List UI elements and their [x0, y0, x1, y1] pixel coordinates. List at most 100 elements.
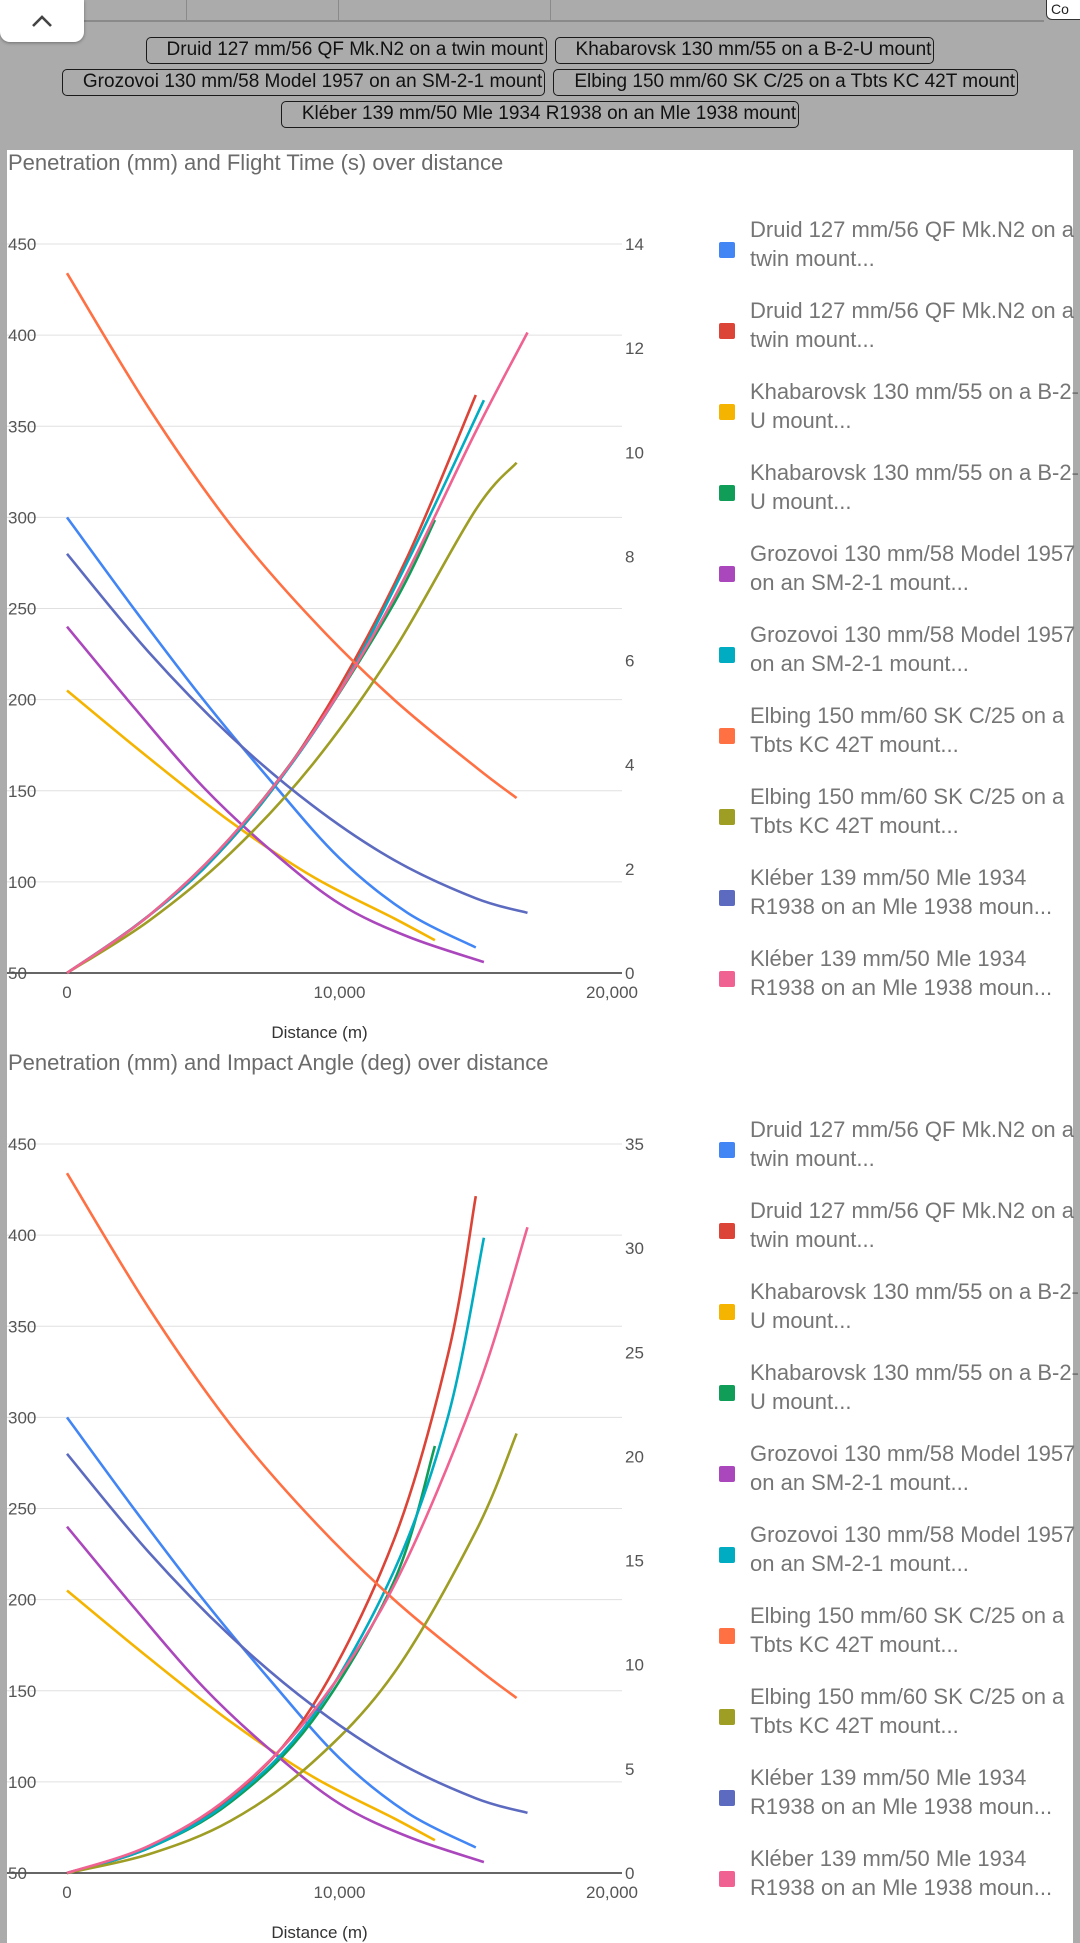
legend-swatch	[719, 566, 735, 582]
gun-chip[interactable]: Kléber 139 mm/50 Mle 1934 R1938 on an Ml…	[280, 101, 800, 128]
series-line	[66, 331, 529, 975]
y-tick-label-left: 250	[8, 600, 36, 619]
legend-item[interactable]: Khabarovsk 130 mm/55 on a B-2-U mount...	[719, 458, 1079, 539]
y-tick-label-right: 10	[625, 1656, 644, 1675]
gun-chip[interactable]: Elbing 150 mm/60 SK C/25 on a Tbts KC 42…	[553, 69, 1019, 96]
y-tick-label-right: 0	[625, 1864, 634, 1883]
y-tick-label-left: 100	[8, 1773, 36, 1792]
y-tick-label-left: 450	[8, 1135, 36, 1154]
legend-label: Kléber 139 mm/50 Mle 1934 R1938 on an Ml…	[750, 1846, 1053, 1900]
legend-label: Kléber 139 mm/50 Mle 1934 R1938 on an Ml…	[750, 946, 1053, 1000]
legend-item[interactable]: Kléber 139 mm/50 Mle 1934 R1938 on an Ml…	[719, 863, 1079, 944]
tab-separator	[186, 0, 187, 20]
legend-swatch	[719, 242, 735, 258]
tab-separator	[550, 0, 551, 20]
y-tick-label-left: 100	[8, 873, 36, 892]
series-line	[66, 689, 436, 942]
x-tick-label: 10,000	[314, 1883, 366, 1902]
legend-item[interactable]: Kléber 139 mm/50 Mle 1934 R1938 on an Ml…	[719, 1763, 1079, 1844]
legend-item[interactable]: Druid 127 mm/56 QF Mk.N2 on a twin mount…	[719, 1115, 1079, 1196]
legend-item[interactable]: Grozovoi 130 mm/58 Model 1957 on an SM-2…	[719, 620, 1079, 701]
collapse-button[interactable]	[0, 0, 84, 42]
top-right-button[interactable]: Co	[1046, 0, 1080, 20]
legend-swatch	[719, 404, 735, 420]
legend-swatch	[719, 1304, 735, 1320]
top-bar: Co	[0, 0, 1080, 42]
y-tick-label-right: 12	[625, 339, 644, 358]
y-tick-label-left: 150	[8, 782, 36, 801]
legend-swatch	[719, 1385, 735, 1401]
y-tick-label-right: 5	[625, 1760, 634, 1779]
y-tick-label-left: 250	[8, 1500, 36, 1519]
y-tick-label-left: 450	[8, 235, 36, 254]
chevron-up-icon	[32, 15, 52, 27]
gun-chip[interactable]: Khabarovsk 130 mm/55 on a B-2-U mount	[554, 37, 935, 64]
series-line	[66, 1589, 436, 1842]
y-tick-label-left: 300	[8, 508, 36, 527]
y-tick-label-left: 350	[8, 417, 36, 436]
y-tick-label-left: 350	[8, 1317, 36, 1336]
legend-swatch	[719, 890, 735, 906]
legend-item[interactable]: Kléber 139 mm/50 Mle 1934 R1938 on an Ml…	[719, 944, 1079, 1025]
legend-swatch	[719, 485, 735, 501]
legend-label: Druid 127 mm/56 QF Mk.N2 on a twin mount…	[750, 1198, 1075, 1252]
legend-item[interactable]: Grozovoi 130 mm/58 Model 1957 on an SM-2…	[719, 1439, 1079, 1520]
legend-label: Elbing 150 mm/60 SK C/25 on a Tbts KC 42…	[750, 1684, 1065, 1738]
series-line	[65, 1172, 518, 1700]
series-line	[66, 394, 477, 975]
series-line	[65, 552, 528, 915]
legend-label: Khabarovsk 130 mm/55 on a B-2-U mount...	[750, 460, 1079, 514]
x-tick-label: 0	[62, 1883, 71, 1902]
chart-title: Penetration (mm) and Impact Angle (deg) …	[8, 1050, 549, 1075]
chip-row: Grozovoi 130 mm/58 Model 1957 on an SM-2…	[0, 69, 1080, 96]
legend-label: Khabarovsk 130 mm/55 on a B-2-U mount...	[750, 1279, 1079, 1333]
tab-separator	[338, 0, 339, 20]
series-line	[66, 625, 485, 964]
legend-swatch	[719, 1223, 735, 1239]
gun-chip[interactable]: Grozovoi 130 mm/58 Model 1957 on an SM-2…	[61, 69, 546, 96]
series-line	[65, 1452, 528, 1815]
legend-item[interactable]: Khabarovsk 130 mm/55 on a B-2-U mount...	[719, 1358, 1079, 1439]
gun-chip[interactable]: Druid 127 mm/56 QF Mk.N2 on a twin mount	[145, 37, 547, 64]
legend-item[interactable]: Elbing 150 mm/60 SK C/25 on a Tbts KC 42…	[719, 782, 1079, 863]
legend-swatch	[719, 971, 735, 987]
x-tick-label: 0	[62, 983, 71, 1002]
legend-label: Grozovoi 130 mm/58 Model 1957 on an SM-2…	[750, 1522, 1076, 1576]
chart-panel: 50 100 150 200 250 300 350 400 450 0 2 4 6 8 10 12 14 0 10…	[7, 150, 1079, 1943]
chip-row: Druid 127 mm/56 QF Mk.N2 on a twin mount…	[0, 37, 1080, 64]
legend-item[interactable]: Elbing 150 mm/60 SK C/25 on a Tbts KC 42…	[719, 701, 1079, 782]
tab-strip	[84, 0, 1044, 22]
legend-item[interactable]: Grozovoi 130 mm/58 Model 1957 on an SM-2…	[719, 539, 1079, 620]
series-line	[66, 1432, 518, 1875]
y-tick-label-left: 50	[8, 964, 27, 983]
legend-item[interactable]: Khabarovsk 130 mm/55 on a B-2-U mount...	[719, 1277, 1079, 1358]
y-tick-label-right: 6	[625, 652, 634, 671]
legend-label: Grozovoi 130 mm/58 Model 1957 on an SM-2…	[750, 541, 1076, 595]
y-tick-label-right: 20	[625, 1447, 644, 1466]
series-line	[66, 519, 437, 975]
legend-item[interactable]: Druid 127 mm/56 QF Mk.N2 on a twin mount…	[719, 215, 1079, 296]
series-line	[66, 1226, 529, 1875]
legend-item[interactable]: Druid 127 mm/56 QF Mk.N2 on a twin mount…	[719, 1196, 1079, 1277]
y-tick-label-left: 150	[8, 1682, 36, 1701]
y-tick-label-left: 400	[8, 1226, 36, 1245]
legend-label: Grozovoi 130 mm/58 Model 1957 on an SM-2…	[750, 1441, 1076, 1495]
series-line	[65, 272, 518, 800]
legend-item[interactable]: Khabarovsk 130 mm/55 on a B-2-U mount...	[719, 377, 1079, 458]
y-tick-label-left: 50	[8, 1864, 27, 1883]
legend-label: Elbing 150 mm/60 SK C/25 on a Tbts KC 42…	[750, 703, 1065, 757]
legend-item[interactable]: Elbing 150 mm/60 SK C/25 on a Tbts KC 42…	[719, 1682, 1079, 1763]
y-tick-label-left: 300	[8, 1408, 36, 1427]
legend-label: Khabarovsk 130 mm/55 on a B-2-U mount...	[750, 1360, 1079, 1414]
legend-item[interactable]: Elbing 150 mm/60 SK C/25 on a Tbts KC 42…	[719, 1601, 1079, 1682]
legend-label: Khabarovsk 130 mm/55 on a B-2-U mount...	[750, 379, 1079, 433]
legend-item[interactable]: Kléber 139 mm/50 Mle 1934 R1938 on an Ml…	[719, 1844, 1079, 1925]
x-tick-label: 20,000	[586, 1883, 638, 1902]
legend-label: Druid 127 mm/56 QF Mk.N2 on a twin mount…	[750, 217, 1075, 271]
legend-label: Druid 127 mm/56 QF Mk.N2 on a twin mount…	[750, 298, 1075, 352]
legend-swatch	[719, 728, 735, 744]
x-tick-label: 10,000	[314, 983, 366, 1002]
legend-swatch	[719, 809, 735, 825]
legend-item[interactable]: Grozovoi 130 mm/58 Model 1957 on an SM-2…	[719, 1520, 1079, 1601]
legend-item[interactable]: Druid 127 mm/56 QF Mk.N2 on a twin mount…	[719, 296, 1079, 377]
